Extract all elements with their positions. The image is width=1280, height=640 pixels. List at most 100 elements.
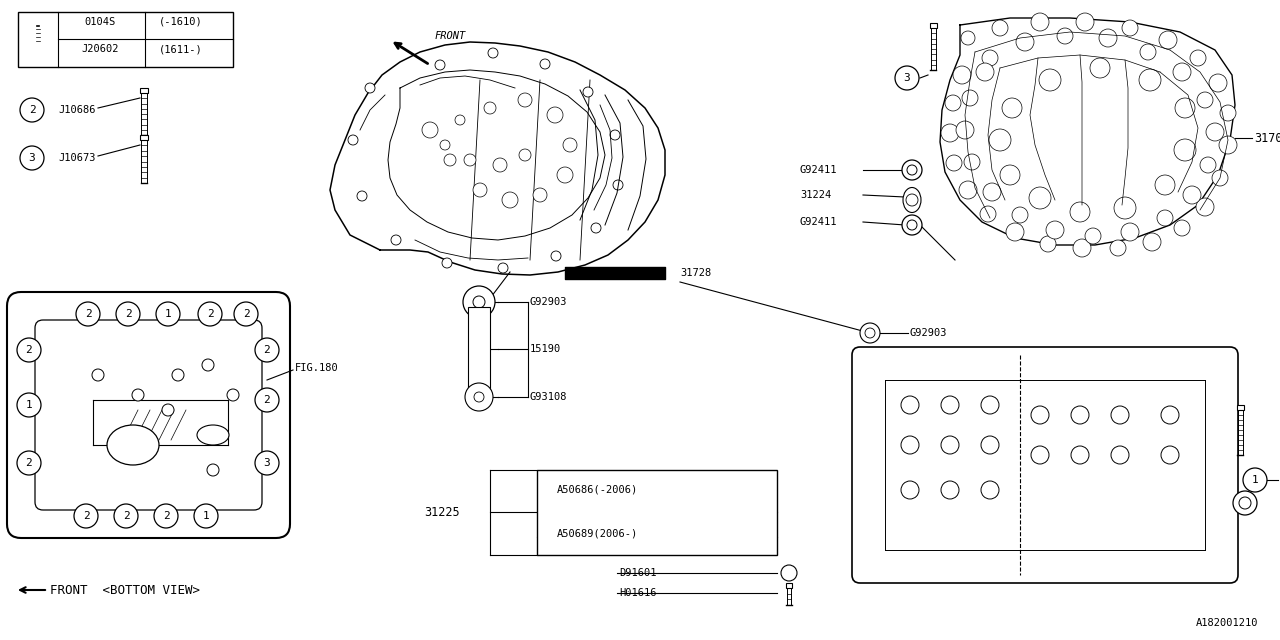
Circle shape xyxy=(1220,105,1236,121)
Circle shape xyxy=(195,504,218,528)
Circle shape xyxy=(980,481,998,499)
Circle shape xyxy=(474,183,486,197)
FancyBboxPatch shape xyxy=(852,347,1238,583)
Circle shape xyxy=(1100,29,1117,47)
Text: 1: 1 xyxy=(26,400,32,410)
Circle shape xyxy=(17,451,41,475)
Text: A50689(2006-): A50689(2006-) xyxy=(557,528,639,538)
Text: 31728: 31728 xyxy=(680,268,712,278)
Circle shape xyxy=(902,160,922,180)
Text: 31225: 31225 xyxy=(425,506,460,518)
Circle shape xyxy=(435,60,445,70)
Text: 1: 1 xyxy=(202,511,210,521)
Circle shape xyxy=(956,121,974,139)
Text: 1: 1 xyxy=(35,28,42,40)
Text: 2: 2 xyxy=(26,345,32,355)
Text: 31706: 31706 xyxy=(1254,131,1280,145)
Circle shape xyxy=(454,115,465,125)
Circle shape xyxy=(1212,170,1228,186)
Circle shape xyxy=(17,338,41,362)
Text: A182001210: A182001210 xyxy=(1196,618,1258,628)
Circle shape xyxy=(474,296,485,308)
Circle shape xyxy=(1201,157,1216,173)
Circle shape xyxy=(234,302,259,326)
Text: 3: 3 xyxy=(264,458,270,468)
Circle shape xyxy=(132,389,143,401)
Text: FRONT  <BOTTOM VIEW>: FRONT <BOTTOM VIEW> xyxy=(50,584,200,596)
Circle shape xyxy=(941,396,959,414)
Circle shape xyxy=(116,302,140,326)
Circle shape xyxy=(255,338,279,362)
Circle shape xyxy=(1016,33,1034,51)
Circle shape xyxy=(92,369,104,381)
Text: 2: 2 xyxy=(123,511,129,521)
Circle shape xyxy=(1030,13,1050,31)
Circle shape xyxy=(1046,221,1064,239)
Circle shape xyxy=(1071,406,1089,424)
Circle shape xyxy=(1123,20,1138,36)
Text: D91601: D91601 xyxy=(620,568,657,578)
Text: G93108: G93108 xyxy=(530,392,567,402)
Bar xyxy=(468,307,490,392)
Text: 15190: 15190 xyxy=(530,344,561,354)
Circle shape xyxy=(74,504,99,528)
Circle shape xyxy=(959,181,977,199)
Circle shape xyxy=(563,138,577,152)
Circle shape xyxy=(255,388,279,412)
Text: 1: 1 xyxy=(165,309,172,319)
Circle shape xyxy=(983,183,1001,201)
Circle shape xyxy=(156,302,180,326)
Text: 0104S: 0104S xyxy=(84,17,115,27)
Circle shape xyxy=(1073,239,1091,257)
Circle shape xyxy=(20,146,44,170)
Circle shape xyxy=(444,154,456,166)
Circle shape xyxy=(941,436,959,454)
Circle shape xyxy=(963,90,978,106)
Circle shape xyxy=(163,404,174,416)
Circle shape xyxy=(550,251,561,261)
Circle shape xyxy=(1111,406,1129,424)
Circle shape xyxy=(1091,58,1110,78)
Circle shape xyxy=(865,328,876,338)
Circle shape xyxy=(547,107,563,123)
FancyBboxPatch shape xyxy=(6,292,291,538)
Circle shape xyxy=(1172,63,1190,81)
Circle shape xyxy=(1143,233,1161,251)
Text: G92411: G92411 xyxy=(800,165,837,175)
Circle shape xyxy=(781,565,797,581)
Circle shape xyxy=(1239,497,1251,509)
Circle shape xyxy=(348,135,358,145)
Circle shape xyxy=(1197,92,1213,108)
Circle shape xyxy=(1076,13,1094,31)
Text: 2: 2 xyxy=(84,309,91,319)
Circle shape xyxy=(902,215,922,235)
Text: 2: 2 xyxy=(264,395,270,405)
Circle shape xyxy=(1139,69,1161,91)
Circle shape xyxy=(901,481,919,499)
Circle shape xyxy=(945,95,961,111)
Circle shape xyxy=(1070,202,1091,222)
Circle shape xyxy=(1190,50,1206,66)
Circle shape xyxy=(465,154,476,166)
Circle shape xyxy=(532,188,547,202)
Text: 2: 2 xyxy=(264,345,270,355)
Text: FRONT: FRONT xyxy=(435,31,466,41)
Polygon shape xyxy=(330,42,666,275)
Text: 2: 2 xyxy=(83,511,90,521)
Circle shape xyxy=(977,63,995,81)
Circle shape xyxy=(154,504,178,528)
Circle shape xyxy=(1161,406,1179,424)
Circle shape xyxy=(17,393,41,417)
Text: FIG.180: FIG.180 xyxy=(294,363,339,373)
Circle shape xyxy=(1002,98,1021,118)
Circle shape xyxy=(582,87,593,97)
Circle shape xyxy=(1000,165,1020,185)
Circle shape xyxy=(980,396,998,414)
Circle shape xyxy=(1039,236,1056,252)
Circle shape xyxy=(941,481,959,499)
Circle shape xyxy=(1057,28,1073,44)
Circle shape xyxy=(895,66,919,90)
Circle shape xyxy=(1210,74,1228,92)
Ellipse shape xyxy=(197,425,229,445)
Text: (1611-): (1611-) xyxy=(159,44,202,54)
